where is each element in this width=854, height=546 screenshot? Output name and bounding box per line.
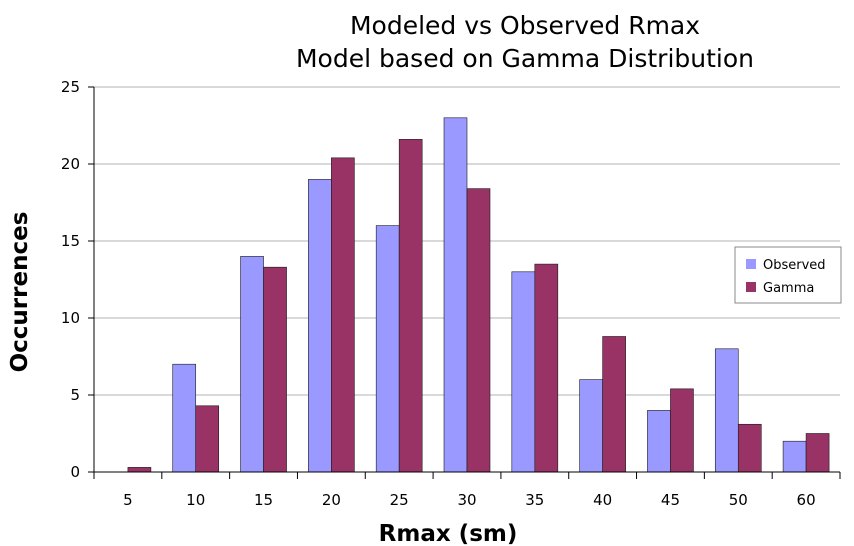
x-axis-label: Rmax (sm)	[379, 521, 518, 546]
y-tick-label: 20	[61, 155, 80, 173]
bar-observed-30	[443, 117, 468, 473]
y-tick-label: 0	[70, 463, 80, 481]
bar-gamma-40	[602, 336, 626, 473]
y-tick-label: 15	[61, 232, 80, 250]
x-tick-label: 15	[254, 491, 273, 509]
bar-gamma-50	[737, 423, 762, 473]
legend-box	[734, 246, 842, 304]
x-tick-label: 35	[525, 491, 544, 509]
x-tick-label: 60	[797, 491, 816, 509]
x-tick-label: 40	[593, 491, 612, 509]
bar-gamma-20	[331, 157, 355, 473]
x-tick-labels: 5 10 15 20 25 30 35 40 45 50 60	[123, 491, 816, 509]
bar-gamma-25	[398, 139, 423, 473]
axes	[88, 86, 841, 479]
bar-observed-40	[579, 379, 603, 473]
bar-observed-45	[647, 410, 671, 473]
bar-gamma-5	[127, 467, 152, 473]
x-tick-label: 45	[661, 491, 680, 509]
bar-gamma-15	[263, 266, 287, 473]
legend-label-gamma: Gamma	[763, 281, 814, 296]
x-tick-label: 30	[457, 491, 476, 509]
x-tick-label: 10	[186, 491, 205, 509]
x-tick-label: 5	[123, 491, 133, 509]
x-tick-label: 50	[729, 491, 748, 509]
bar-observed-10	[172, 363, 197, 473]
bar-observed-20	[308, 179, 332, 473]
bar-gamma-60	[805, 433, 830, 473]
bar-observed-50	[714, 348, 739, 473]
bars	[127, 117, 830, 473]
bar-gamma-30	[466, 188, 491, 473]
bar-gamma-10	[195, 405, 220, 473]
chart-title: Modeled vs Observed Rmax	[350, 11, 700, 40]
x-tick-label: 25	[390, 491, 409, 509]
bar-gamma-35	[534, 263, 559, 473]
y-tick-label: 10	[61, 309, 80, 327]
y-tick-label: 5	[70, 386, 80, 404]
bar-observed-35	[511, 271, 536, 473]
x-tick-label: 20	[322, 491, 341, 509]
chart-subtitle: Model based on Gamma Distribution	[296, 44, 754, 73]
y-tick-label: 25	[61, 78, 80, 96]
legend-label-observed: Observed	[763, 258, 826, 273]
legend: Observed Gamma	[734, 246, 842, 304]
bar-observed-25	[375, 225, 400, 473]
legend-swatch-gamma	[746, 282, 756, 292]
legend-swatch-observed	[746, 259, 756, 269]
y-tick-labels: 0 5 10 15 20 25	[61, 78, 80, 481]
bar-gamma-45	[670, 388, 694, 473]
bar-observed-60	[782, 440, 807, 473]
bar-observed-15	[240, 256, 264, 473]
y-axis-label: Occurrences	[7, 212, 33, 373]
